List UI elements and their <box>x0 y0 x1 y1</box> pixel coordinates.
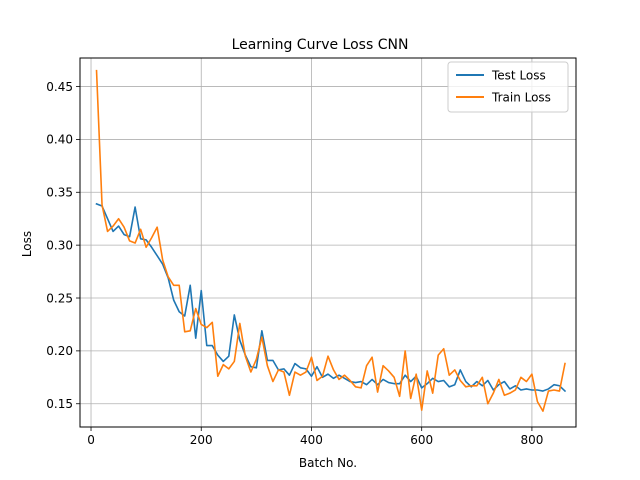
grid-lines <box>80 58 576 427</box>
series-line-train-loss <box>95 69 566 412</box>
x-tick-label: 400 <box>300 433 323 447</box>
x-tick-label: 600 <box>410 433 433 447</box>
legend-label-train-loss: Train Loss <box>491 91 551 105</box>
y-axis-label: Loss <box>20 231 34 257</box>
legend-label-test-loss: Test Loss <box>491 69 546 83</box>
y-tick-label: 0.20 <box>46 344 73 358</box>
y-tick-label: 0.25 <box>46 291 73 305</box>
axis-ticks: 0 200 400 600 800 0.15 0.20 0.25 0.30 0.35 0.40 0.4… <box>46 80 543 447</box>
y-tick-label: 0.45 <box>46 80 73 94</box>
plot-area-frame <box>79 57 577 428</box>
x-tick-label: 800 <box>520 433 543 447</box>
x-axis-label: Batch No. <box>299 456 357 470</box>
y-tick-label: 0.30 <box>46 238 73 252</box>
legend: Test Loss Train Loss <box>447 61 569 113</box>
series-line-test-loss <box>95 202 567 393</box>
y-tick-label: 0.40 <box>46 133 73 147</box>
y-tick-label: 0.15 <box>46 397 73 411</box>
x-tick-label: 0 <box>87 433 95 447</box>
series-lines <box>95 69 567 412</box>
x-tick-label: 200 <box>190 433 213 447</box>
chart-title: Learning Curve Loss CNN <box>232 37 409 53</box>
y-tick-label: 0.35 <box>46 186 73 200</box>
